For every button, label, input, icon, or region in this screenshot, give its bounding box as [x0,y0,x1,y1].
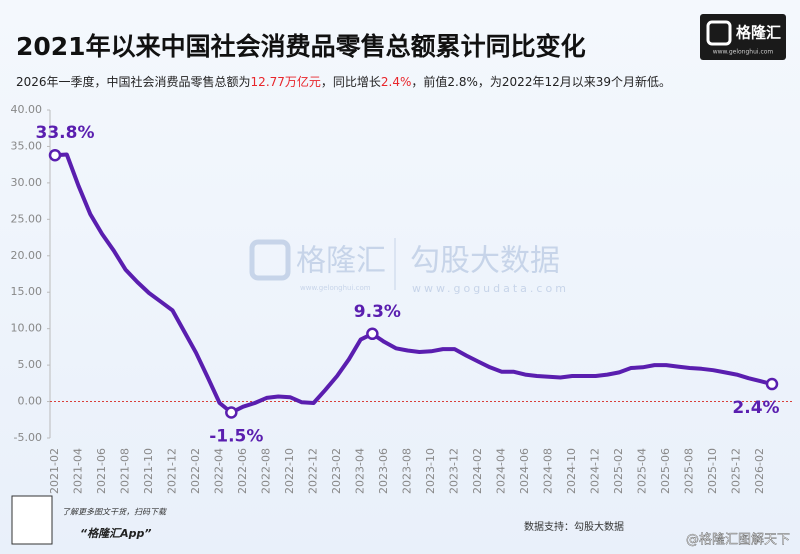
subtitle-part: 12.77万亿元 [251,74,321,89]
qr-code [11,495,53,545]
x-tick-label: 2024-08 [542,448,555,494]
y-tick-label: 30.00 [11,176,43,189]
data-label: 9.3% [354,302,401,322]
credit: @格隆汇图解天下 [686,532,790,548]
x-tick-label: 2021-04 [72,448,85,494]
data-label: 33.8% [36,123,95,143]
x-tick-label: 2024-12 [589,448,602,494]
brand-name: 格隆汇 [736,24,781,42]
x-tick-label: 2021-12 [166,448,179,494]
y-tick-label: 20.00 [11,249,43,262]
point-marker [48,148,62,162]
brand-icon [706,20,732,46]
point-marker [366,327,379,341]
x-tick-label: 2025-02 [612,448,625,494]
x-tick-label: 2024-06 [518,448,531,494]
y-tick-label: 10.00 [11,322,43,335]
y-tick-label: 0.00 [18,395,43,408]
x-tick-label: 2022-08 [260,448,273,494]
x-tick-label: 2025-04 [636,448,649,494]
x-tick-label: 2025-10 [706,448,719,494]
x-tick-label: 2023-06 [377,448,390,494]
y-tick-label: 35.00 [11,139,43,152]
x-tick-label: 2021-02 [48,448,61,494]
x-tick-label: 2021-06 [95,448,108,494]
x-tick-label: 2025-08 [683,448,696,494]
app-name: “格隆汇App” [80,527,151,540]
line [54,152,773,415]
watermark-icon [249,239,291,281]
x-tick-label: 2024-10 [565,448,578,494]
x-tick-label: 2023-10 [424,448,437,494]
data-source: 数据支持：勾股大数据 [524,520,624,533]
brand-url: www.gelonghui.com [713,49,774,56]
y-tick-label: 15.00 [11,285,43,298]
y-tick-label: 40.00 [11,103,43,116]
x-tick-label: 2023-02 [330,448,343,494]
y-tick-label: 5.00 [18,358,43,371]
watermark-text: 格隆汇 [296,244,386,279]
x-tick-label: 2025-12 [730,448,743,494]
qr-note: 了解更多图文干货，扫码下载 [62,508,167,517]
watermark-text: www.gelonghui.com [300,284,371,292]
subtitle-part: 2.4% [381,75,412,89]
x-tick-label: 2025-06 [659,448,672,494]
y-tick-label: 25.00 [11,212,43,225]
y-tick-label: -5.00 [14,431,42,444]
subtitle-part: ，前值2.8%，为2022年12月以来39个月新低。 [411,74,671,89]
x-tick-label: 2022-10 [283,448,296,494]
x-tick-label: 2022-02 [189,448,202,494]
subtitle-part: ，同比增长 [321,75,381,89]
x-tick-label: 2021-08 [119,448,132,494]
brand-logo [700,14,786,60]
chart-title: 2021年以来中国社会消费品零售总额累计同比变化 [16,32,586,61]
x-tick-label: 2024-02 [471,448,484,494]
subtitle-part: 2026年一季度，中国社会消费品零售总额为 [16,74,251,89]
x-tick-label: 2022-06 [236,448,249,494]
watermark: 格隆汇 www.gelonghui.com 勾股大数据 www.gogudata… [249,238,569,295]
x-tick-label: 2026-02 [753,448,766,494]
x-tick-label: 2022-12 [307,448,320,494]
subtitle: 2026年一季度，中国社会消费品零售总额为12.77万亿元，同比增长2.4%，前… [16,74,671,89]
x-tick-label: 2022-04 [213,448,226,494]
x-tick-label: 2024-04 [495,448,508,494]
x-tick-label: 2023-04 [354,448,367,494]
point-marker [225,406,238,419]
x-tick-label: 2023-12 [448,448,461,494]
x-tick-label: 2023-08 [401,448,414,494]
point-marker [765,377,779,391]
x-tick-label: 2021-10 [142,448,155,494]
watermark-text: www.gogudata.com [412,282,569,295]
watermark-text: 勾股大数据 [410,244,560,279]
data-label: 2.4% [732,398,779,418]
data-label: -1.5% [209,426,263,446]
